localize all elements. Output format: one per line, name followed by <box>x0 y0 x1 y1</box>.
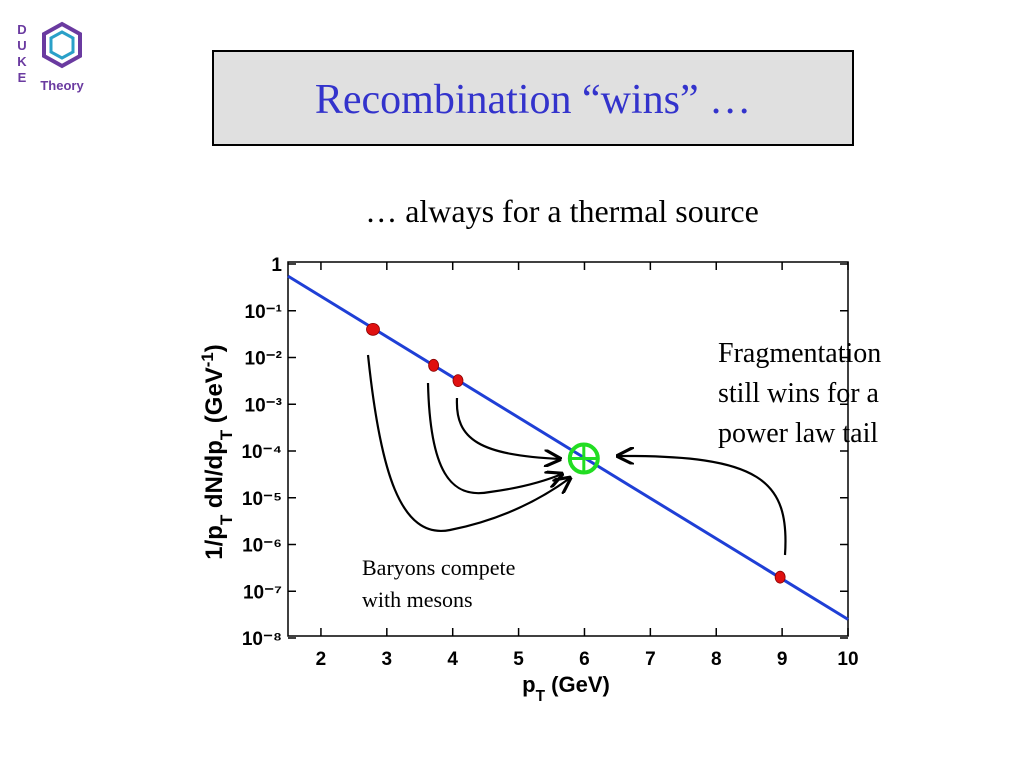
x-axis-label-part: (GeV) <box>545 672 610 697</box>
y-axis-label-part: 1/p <box>201 525 228 560</box>
logo-name: Theory <box>40 78 84 93</box>
logo-letter: D <box>17 22 26 37</box>
x-axis-label: pT (GeV) <box>522 672 610 705</box>
title: Recombination “wins” … <box>315 77 751 123</box>
y-tick-label: 1 <box>271 255 282 276</box>
x-tick-label: 7 <box>645 649 656 670</box>
data-point <box>428 358 440 372</box>
annotation: still wins for a <box>718 378 880 409</box>
data-line <box>287 274 849 621</box>
y-tick-label: 10⁻¹ <box>245 302 283 323</box>
annotation: Baryons compete <box>362 555 515 580</box>
annotation: Fragmentation <box>718 338 881 369</box>
logo-letter: E <box>18 70 27 85</box>
x-tick-label: 3 <box>382 649 393 670</box>
logo-hex-inner <box>49 30 75 60</box>
y-tick-label: 10⁻⁴ <box>241 442 282 463</box>
y-tick-label: 10⁻⁸ <box>242 629 282 650</box>
y-tick-label: 10⁻² <box>245 349 283 370</box>
y-axis-label-part: -1 <box>198 352 217 367</box>
plot-frame <box>287 261 849 637</box>
x-axis-label-part: T <box>536 688 546 705</box>
arrow <box>366 354 570 533</box>
x-tick-label: 6 <box>579 649 590 670</box>
y-axis-label-part: (GeV <box>201 367 228 430</box>
y-tick-label: 10⁻⁵ <box>242 489 282 510</box>
subtitle: … always for a thermal source <box>365 193 759 229</box>
logo-hex <box>42 21 82 69</box>
y-tick-label: 10⁻⁷ <box>243 582 282 603</box>
arrows <box>366 354 787 556</box>
data-point <box>774 570 786 584</box>
x-tick-label: 10 <box>837 649 858 670</box>
arrow <box>455 397 560 459</box>
annotation: power law tail <box>718 418 878 449</box>
y-tick-label: 10⁻⁶ <box>242 536 282 557</box>
y-axis-label-part: T <box>217 429 236 440</box>
data-point <box>452 374 464 388</box>
arrow <box>426 382 562 495</box>
x-tick-label: 4 <box>447 649 458 670</box>
x-tick-label: 8 <box>711 649 722 670</box>
logo-letter: U <box>17 38 26 53</box>
title-box <box>212 50 854 146</box>
arrow <box>618 456 787 556</box>
x-tick-label: 2 <box>316 649 327 670</box>
annotation: with mesons <box>362 587 473 612</box>
y-axis-label: 1/pT dN/dpT (GeV-1) <box>198 344 236 559</box>
y-tick-label: 10⁻³ <box>245 395 283 416</box>
y-axis-label-part: ) <box>201 344 228 352</box>
x-tick-label: 9 <box>777 649 788 670</box>
y-axis-label-part: dN/dp <box>201 440 228 515</box>
x-axis-label-part: p <box>522 672 535 697</box>
logo-letter: K <box>17 54 27 69</box>
data-point <box>366 322 380 336</box>
y-axis-label-part: T <box>217 514 236 525</box>
x-tick-label: 5 <box>513 649 524 670</box>
